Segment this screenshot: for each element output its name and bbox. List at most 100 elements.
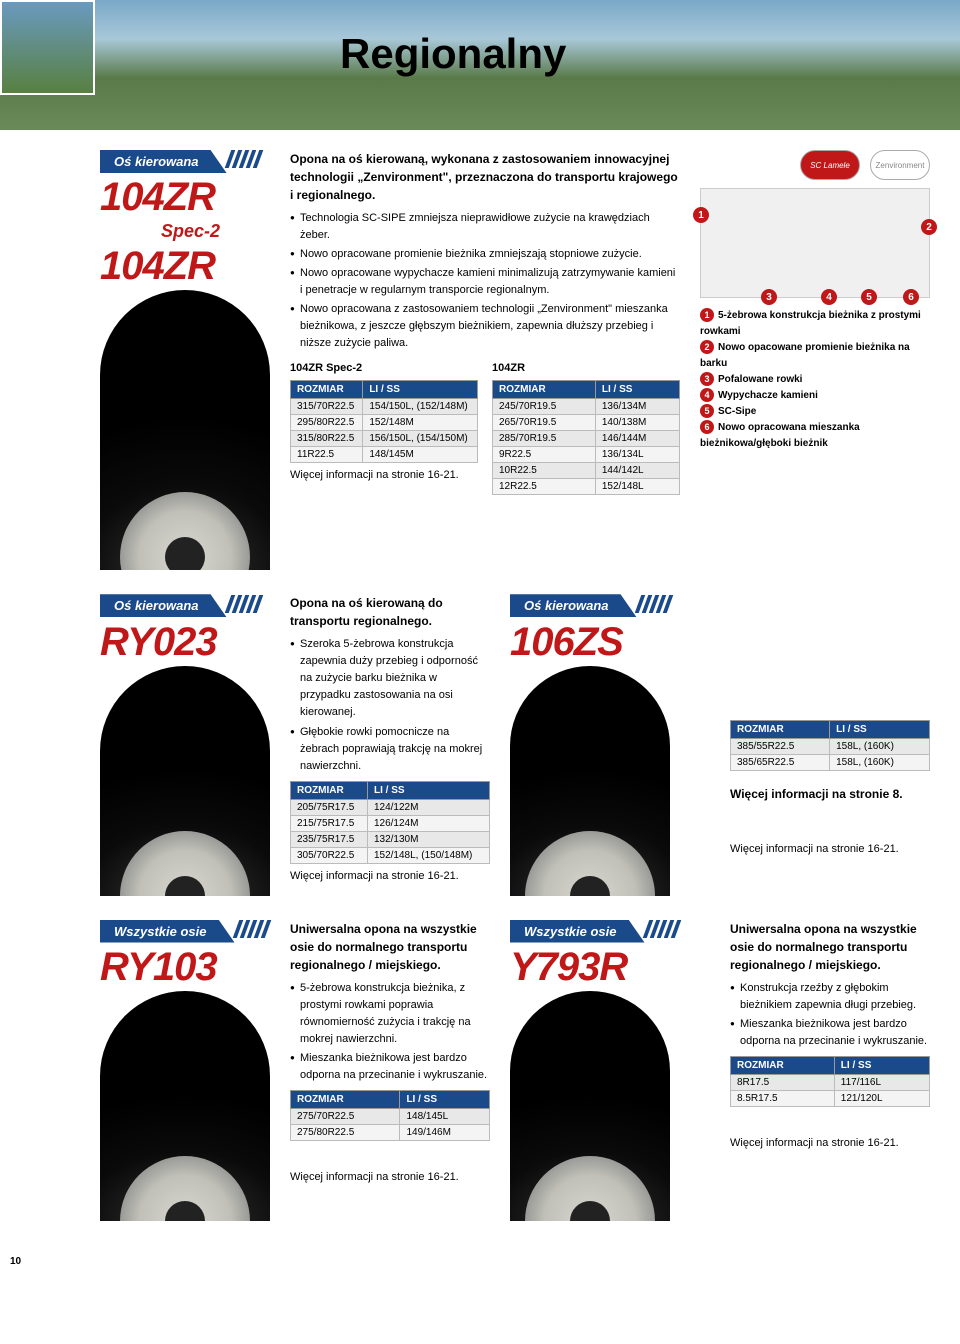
more-info: Więcej informacji na stronie 16-21.	[290, 1171, 490, 1183]
diagram-num-2: 2	[921, 219, 937, 235]
tire-image-y793r	[510, 991, 670, 1221]
cell: 117/116L	[834, 1074, 929, 1090]
cell: 215/75R17.5	[291, 815, 368, 831]
stripes-icon	[635, 595, 670, 618]
cell: 152/148L	[595, 479, 679, 495]
bullet: 5-żebrowa konstrukcja bieżnika, z prosty…	[290, 980, 490, 1048]
th-rozmiar: ROZMIAR	[731, 1056, 835, 1074]
more-info: Więcej informacji na stronie 16-21.	[290, 469, 478, 481]
axle-label: Wszystkie osie	[100, 920, 235, 943]
legend-item: Pofalowane rowki	[718, 374, 802, 385]
tire-image-ry103	[100, 991, 270, 1221]
legend-item: Wypychacze kamieni	[718, 390, 818, 401]
bullets-ry023: Szeroka 5-żebrowa konstrukcja zapewnia d…	[290, 636, 490, 774]
spec-table-104zr-spec2: ROZMIARLI / SS 315/70R22.5154/150L, (152…	[290, 380, 478, 463]
cell: 126/124M	[367, 815, 489, 831]
more-info: Więcej informacji na stronie 16-21.	[730, 843, 930, 855]
badge-zenvironment: Zenvironment	[870, 150, 930, 180]
spec-table-y793r: ROZMIARLI / SS 8R17.5117/116L 8.5R17.512…	[730, 1056, 930, 1107]
cell: 146/144M	[595, 431, 679, 447]
cell: 8R17.5	[731, 1074, 835, 1090]
table-caption: 104ZR Spec-2	[290, 362, 478, 374]
model-104zr: 104ZR	[100, 248, 270, 284]
diagram-num-6: 6	[903, 289, 919, 305]
spec-table-ry023: ROZMIARLI / SS 205/75R17.5124/122M 215/7…	[290, 781, 490, 864]
legend-item: Nowo opracowana mieszanka bieżnikowa/głę…	[700, 422, 860, 449]
cell: 315/70R22.5	[291, 399, 363, 415]
model-ry103: RY103	[100, 949, 270, 985]
diagram-num-4: 4	[821, 289, 837, 305]
desc-y793r: Uniwersalna opona na wszystkie osie do n…	[730, 920, 930, 974]
legend-item: Nowo opacowane promienie bieżnika na bar…	[700, 342, 910, 369]
more-info: Więcej informacji na stronie 16-21.	[730, 1137, 930, 1149]
bullet: Mieszanka bieżnikowa jest bardzo odporna…	[290, 1050, 490, 1084]
cell: 9R22.5	[493, 447, 596, 463]
bullet: Szeroka 5-żebrowa konstrukcja zapewnia d…	[290, 636, 490, 721]
cell: 152/148M	[363, 415, 478, 431]
cell: 245/70R19.5	[493, 399, 596, 415]
stripes-icon	[225, 595, 260, 618]
th-rozmiar: ROZMIAR	[291, 381, 363, 399]
cell: 385/65R22.5	[731, 755, 830, 771]
cell: 149/146M	[400, 1124, 490, 1140]
bullet: Nowo opracowana z zastosowaniem technolo…	[290, 301, 680, 352]
desc-ry023: Opona na oś kierowaną do transportu regi…	[290, 594, 490, 630]
cell: 315/80R22.5	[291, 431, 363, 447]
desc-ry103: Uniwersalna opona na wszystkie osie do n…	[290, 920, 490, 974]
legend-item: SC-Sipe	[718, 406, 756, 417]
diagram-legend: 15-żebrowa konstrukcja bieżnika z prosty…	[700, 308, 930, 452]
model-106zs: 106ZS	[510, 624, 710, 660]
axle-label: Oś kierowana	[100, 150, 227, 173]
stripes-icon	[643, 920, 678, 943]
model-104zr-spec2: 104ZR	[100, 179, 270, 215]
spec-table-ry103: ROZMIARLI / SS 275/70R22.5148/145L 275/8…	[290, 1090, 490, 1141]
page-number: 10	[10, 1256, 21, 1267]
bullets-y793r: Konstrukcja rzeźby z głębokim bieżnikiem…	[730, 980, 930, 1050]
cell: 205/75R17.5	[291, 799, 368, 815]
bullet: Technologia SC-SIPE zmniejsza nieprawidł…	[290, 210, 680, 244]
th-liss: LI / SS	[830, 721, 930, 739]
cell: 140/138M	[595, 415, 679, 431]
th-liss: LI / SS	[834, 1056, 929, 1074]
cell: 275/80R22.5	[291, 1124, 400, 1140]
axle-label: Oś kierowana	[510, 594, 637, 617]
tire-image-ry023	[100, 666, 270, 896]
cell: 148/145M	[363, 447, 478, 463]
badge-sc-lamele: SC Lamele	[800, 150, 860, 180]
model-spec2-sub: Spec-2	[100, 221, 270, 242]
bullet: Głębokie rowki pomocnicze na żebrach pop…	[290, 724, 490, 775]
diagram-num-5: 5	[861, 289, 877, 305]
cell: 156/150L, (154/150M)	[363, 431, 478, 447]
diagram-num-3: 3	[761, 289, 777, 305]
th-rozmiar: ROZMIAR	[493, 381, 596, 399]
tread-diagram: 1 2 3 4 5 6	[700, 188, 930, 298]
bullets-104zr: Technologia SC-SIPE zmniejsza nieprawidł…	[290, 210, 680, 352]
spec-table-104zr: ROZMIARLI / SS 245/70R19.5136/134M 265/7…	[492, 380, 680, 495]
cell: 11R22.5	[291, 447, 363, 463]
cell: 154/150L, (152/148M)	[363, 399, 478, 415]
bullet: Konstrukcja rzeźby z głębokim bieżnikiem…	[730, 980, 930, 1014]
cell: 124/122M	[367, 799, 489, 815]
cell: 285/70R19.5	[493, 431, 596, 447]
cell: 132/130M	[367, 831, 489, 847]
bullets-ry103: 5-żebrowa konstrukcja bieżnika, z prosty…	[290, 980, 490, 1084]
diagram-num-1: 1	[693, 207, 709, 223]
cell: 148/145L	[400, 1108, 490, 1124]
model-ry023: RY023	[100, 624, 270, 660]
stripes-icon	[225, 150, 260, 173]
tire-image-104zr	[100, 290, 270, 570]
cell: 295/80R22.5	[291, 415, 363, 431]
bullet: Mieszanka bieżnikowa jest bardzo odporna…	[730, 1016, 930, 1050]
cell: 265/70R19.5	[493, 415, 596, 431]
hero-banner: Regionalny	[0, 0, 960, 130]
th-liss: LI / SS	[400, 1090, 490, 1108]
table-caption: 104ZR	[492, 362, 680, 374]
spec-table-106zs: ROZMIARLI / SS 385/55R22.5158L, (160K) 3…	[730, 720, 930, 771]
cell: 235/75R17.5	[291, 831, 368, 847]
th-liss: LI / SS	[367, 781, 489, 799]
page-title: Regionalny	[340, 30, 566, 78]
legend-item: 5-żebrowa konstrukcja bieżnika z prostym…	[700, 310, 921, 337]
cell: 158L, (160K)	[830, 755, 930, 771]
more-info-top: Więcej informacji na stronie 8.	[730, 785, 930, 803]
cell: 136/134M	[595, 399, 679, 415]
